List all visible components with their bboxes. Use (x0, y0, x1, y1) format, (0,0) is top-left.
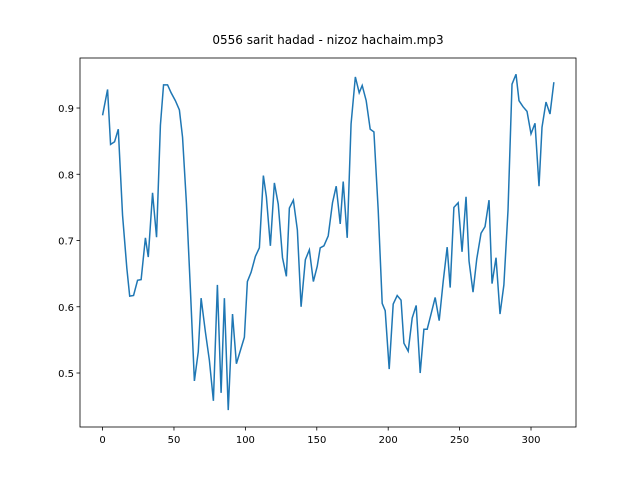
x-tick-label: 0 (99, 435, 105, 446)
x-tick-label: 300 (521, 435, 540, 446)
y-tick-label: 0.7 (58, 237, 74, 248)
chart-title: 0556 sarit hadad - nizoz hachaim.mp3 (212, 33, 443, 47)
y-tick-label: 0.9 (58, 104, 74, 115)
y-tick-label: 0.6 (58, 303, 74, 314)
x-tick-label: 50 (168, 435, 181, 446)
x-tick-label: 100 (236, 435, 255, 446)
x-tick-label: 150 (307, 435, 326, 446)
x-tick-label: 250 (450, 435, 469, 446)
data-line (101, 73, 555, 411)
x-tick-label: 200 (379, 435, 398, 446)
axes-frame (79, 57, 577, 428)
y-tick-label: 0.8 (58, 170, 74, 181)
y-tick-label: 0.5 (58, 369, 74, 380)
